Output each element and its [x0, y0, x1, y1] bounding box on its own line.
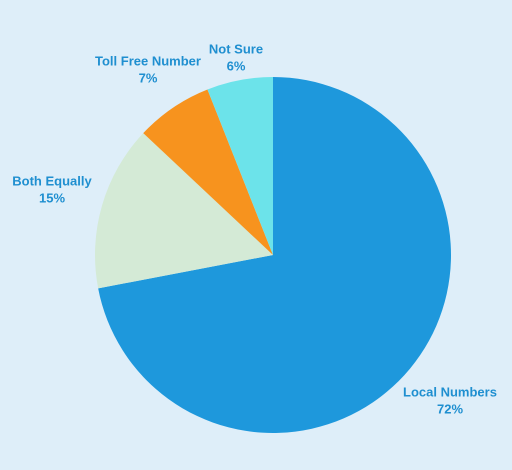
value-label: 7%: [139, 70, 158, 85]
pie-slice: [207, 77, 273, 255]
pie-slice: [98, 77, 452, 433]
value-label: 72%: [437, 401, 463, 416]
pie-slice: [95, 133, 273, 289]
value-label: 6%: [227, 58, 246, 73]
slice-label: Local Numbers: [403, 384, 497, 399]
slice-label: Both Equally: [12, 173, 92, 188]
value-label: 15%: [39, 190, 65, 205]
slice-label: Toll Free Number: [95, 53, 201, 68]
pie-slice: [143, 89, 273, 255]
slice-label: Not Sure: [209, 41, 263, 56]
